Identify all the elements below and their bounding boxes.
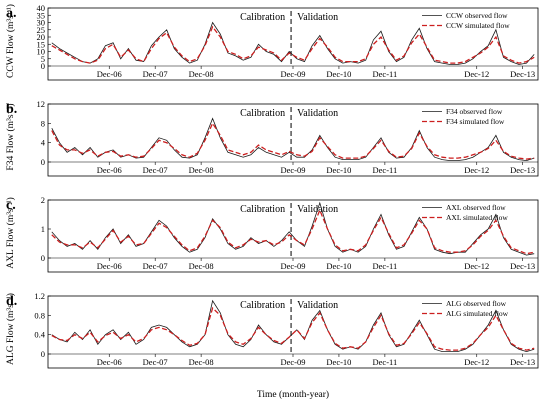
legend-entry: AXL simulated flow	[446, 213, 508, 222]
x-tick-label: Dec-11	[373, 165, 398, 175]
x-tick-label: Dec-06	[97, 357, 122, 367]
y-tick-label: 4	[41, 138, 46, 148]
legend-entry: ALG observed flow	[446, 299, 507, 308]
x-tick-label: Dec-11	[373, 69, 398, 79]
y-tick-label: 0	[41, 349, 45, 359]
y-tick-label: 0	[41, 253, 45, 263]
legend-entry: CCW simulated flow	[446, 21, 510, 30]
x-tick-label: Dec-09	[280, 165, 305, 175]
y-tick-label: 0	[41, 157, 45, 167]
x-tick-label: Dec-10	[326, 69, 351, 79]
validation-label: Validation	[297, 12, 338, 23]
x-tick-label: Dec-12	[464, 69, 489, 79]
x-tick-label: Dec-08	[189, 69, 214, 79]
x-tick-label: Dec-06	[97, 261, 122, 271]
plot-frame	[47, 103, 539, 177]
x-tick-label: Dec-13	[510, 357, 535, 367]
legend-entry: F34 observed flow	[446, 107, 503, 116]
legend-entry: AXL observed flow	[446, 203, 506, 212]
simulated-series-line	[51, 121, 535, 160]
y-axis-label: F34 Flow (m³s⁻¹)	[5, 103, 16, 170]
x-tick-label: Dec-07	[143, 165, 168, 175]
x-tick-label: Dec-08	[189, 261, 214, 271]
simulated-series-line	[51, 25, 535, 64]
x-tick-label: Dec-10	[326, 165, 351, 175]
y-tick-label: 20	[37, 32, 46, 42]
y-tick-label: 1	[41, 224, 45, 234]
legend-entry: F34 simulated flow	[446, 117, 505, 126]
plot-frame	[47, 199, 539, 273]
x-tick-label: Dec-10	[326, 261, 351, 271]
panel-2: b. 0 4 8 12 F34 Flow (m³s⁻¹) Dec-06 Dec-07 Dec-0…	[5, 99, 539, 177]
x-tick-label: Dec-09	[280, 261, 305, 271]
plot-frame	[47, 295, 539, 369]
x-tick-label: Dec-12	[464, 357, 489, 367]
x-tick-label: Dec-11	[373, 261, 398, 271]
simulated-series-line	[51, 208, 535, 255]
x-tick-label: Dec-12	[464, 165, 489, 175]
legend-entry: ALG simulated flow	[446, 309, 509, 318]
calibration-label: Calibration	[240, 12, 285, 23]
y-tick-label: 0.8	[34, 310, 45, 320]
panel-tag: a.	[6, 6, 17, 21]
panel-tag: c.	[6, 198, 16, 213]
y-tick-label: 0.4	[34, 330, 45, 340]
y-tick-label: 40	[37, 3, 46, 13]
y-tick-label: 15	[37, 39, 46, 49]
x-tick-label: Dec-09	[280, 69, 305, 79]
y-tick-label: 30	[37, 18, 46, 28]
y-axis-label: ALG Flow (m³s⁻¹)	[5, 293, 16, 365]
x-tick-label: Dec-07	[143, 69, 168, 79]
x-tick-label: Dec-13	[510, 165, 535, 175]
x-tick-label: Dec-13	[510, 69, 535, 79]
y-tick-label: 2	[41, 195, 45, 205]
x-tick-label: Dec-12	[464, 261, 489, 271]
y-tick-label: 8	[41, 118, 45, 128]
x-tick-label: Dec-09	[280, 357, 305, 367]
calibration-label: Calibration	[240, 108, 285, 119]
x-tick-label: Dec-11	[373, 357, 398, 367]
x-tick-label: Dec-08	[189, 357, 214, 367]
y-tick-label: 0	[41, 61, 45, 71]
y-tick-label: 25	[37, 25, 46, 35]
y-tick-label: 35	[37, 10, 46, 20]
x-tick-label: Dec-08	[189, 165, 214, 175]
x-tick-label: Dec-06	[97, 69, 122, 79]
simulated-series-line	[51, 306, 535, 351]
x-tick-label: Dec-10	[326, 357, 351, 367]
observed-series-line	[51, 117, 535, 162]
y-tick-label: 1.2	[34, 291, 45, 301]
panel-tag: d.	[6, 294, 17, 309]
legend-entry: CCW observed flow	[446, 11, 508, 20]
validation-label: Validation	[297, 108, 338, 119]
x-tick-label: Dec-07	[143, 357, 168, 367]
y-tick-label: 5	[41, 54, 45, 64]
y-tick-label: 12	[37, 99, 46, 109]
x-axis-label: Time (month-year)	[257, 389, 329, 400]
calibration-label: Calibration	[240, 300, 285, 311]
x-tick-label: Dec-07	[143, 261, 168, 271]
x-tick-label: Dec-13	[510, 261, 535, 271]
x-tick-label: Dec-06	[97, 165, 122, 175]
panel-3: c. 0 1 2 AXL Flow (m³s⁻¹) Dec-06 Dec-07 Dec-08 D…	[5, 195, 539, 273]
calibration-label: Calibration	[240, 204, 285, 215]
validation-label: Validation	[297, 300, 338, 311]
y-tick-label: 10	[37, 47, 46, 57]
panel-4: d. 0 0.4 0.8 1.2 ALG Flow (m³s⁻¹) Dec-06 Dec-07…	[5, 291, 539, 369]
y-axis-label: CCW Flow (m³s⁻¹)	[5, 4, 16, 78]
y-axis-label: AXL Flow (m³s⁻¹)	[5, 197, 16, 269]
panel-tag: b.	[6, 102, 17, 117]
